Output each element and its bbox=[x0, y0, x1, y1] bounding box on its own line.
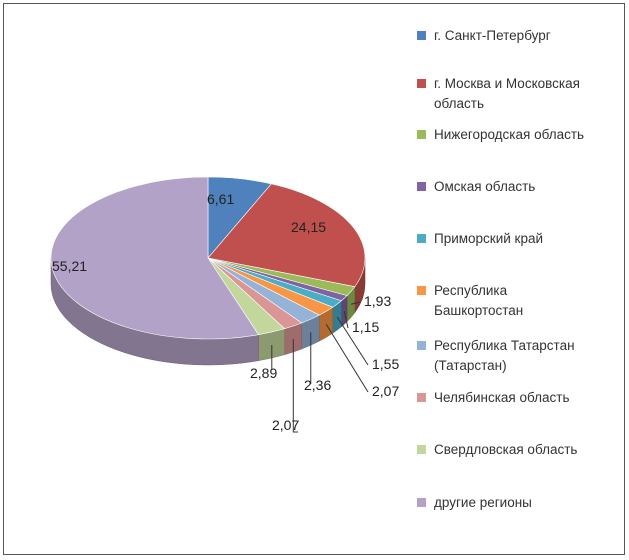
pie-slices bbox=[50, 176, 366, 340]
legend-label-8: Свердловская область bbox=[434, 442, 577, 457]
data-label-5: 2,07 bbox=[372, 383, 399, 399]
legend-label-2: Нижегородская область bbox=[434, 127, 584, 142]
legend-swatch-3 bbox=[417, 182, 426, 191]
legend-swatch-5 bbox=[417, 286, 426, 295]
data-label-0: 6,61 bbox=[207, 191, 234, 207]
legend-swatch-4 bbox=[417, 234, 426, 243]
legend: г. Санкт-Петербург г. Москва и Московская… bbox=[417, 28, 584, 510]
leader-lines bbox=[271, 301, 369, 433]
pie-slice-1 bbox=[207, 183, 366, 288]
legend-label-0: г. Санкт-Петербург bbox=[434, 28, 551, 43]
legend-label-9: другие регионы bbox=[434, 495, 532, 510]
data-label-3: 1,15 bbox=[352, 319, 379, 335]
legend-label-4: Приморский край bbox=[434, 231, 543, 246]
data-labels: 6,61 24,15 1,93 1,15 1,55 2,07 2,36 2,07 2,89 55,… bbox=[52, 191, 399, 433]
data-label-6: 2,36 bbox=[304, 377, 331, 393]
legend-label-3: Омская область bbox=[434, 179, 535, 194]
legend-label-5: Башкортостан bbox=[434, 303, 523, 318]
legend-swatch-0 bbox=[417, 31, 426, 40]
legend-swatch-2 bbox=[417, 130, 426, 139]
legend-label-1: область bbox=[434, 96, 484, 111]
data-label-1: 24,15 bbox=[291, 219, 326, 235]
leader-line-3 bbox=[343, 311, 349, 329]
legend-label-7: Челябинская область bbox=[434, 390, 569, 405]
leader-line-5 bbox=[325, 324, 369, 393]
data-label-9: 55,21 bbox=[52, 258, 87, 274]
legend-swatch-1 bbox=[417, 79, 426, 88]
data-label-4: 1,55 bbox=[372, 356, 399, 372]
legend-label-6: Республика Татарстан bbox=[434, 338, 575, 353]
legend-swatch-7 bbox=[417, 393, 426, 402]
data-label-2: 1,93 bbox=[364, 293, 391, 309]
legend-label-6: (Татарстан) bbox=[434, 358, 507, 373]
legend-label-5: Республика bbox=[434, 283, 508, 298]
data-label-8: 2,89 bbox=[250, 365, 277, 381]
leader-line-7 bbox=[292, 339, 298, 433]
data-label-7: 2,07 bbox=[272, 417, 299, 433]
leader-line-4 bbox=[336, 316, 369, 366]
legend-label-1: г. Москва и Московская bbox=[434, 76, 580, 91]
legend-swatch-6 bbox=[417, 341, 426, 350]
pie-slice-9 bbox=[50, 176, 260, 340]
leader-line-2 bbox=[351, 301, 361, 305]
legend-swatch-9 bbox=[417, 498, 426, 507]
legend-swatch-8 bbox=[417, 445, 426, 454]
